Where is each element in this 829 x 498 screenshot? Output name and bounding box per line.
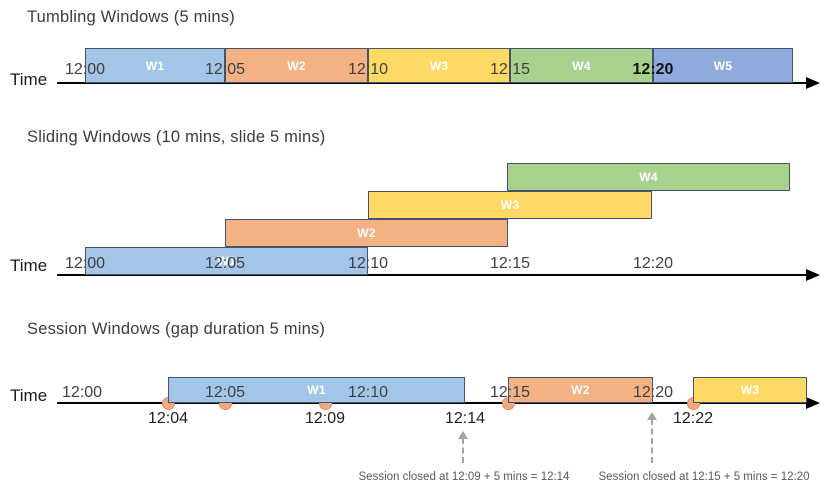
window-label: W2 (571, 383, 590, 397)
tick-label: 12:05 (204, 384, 246, 401)
tick-label: 12:00 (64, 255, 106, 272)
window-w3: W3 (368, 48, 510, 83)
session-closed-annotation: Session closed at 12:09 + 5 mins = 12:14 (358, 471, 570, 483)
time-axis-arrowhead (806, 77, 820, 89)
callout-dashed-line (462, 438, 464, 463)
window-label: W2 (357, 226, 376, 240)
window-label: W3 (500, 198, 520, 212)
window-w4: W4 (507, 163, 790, 191)
tick-label: 12:00 (61, 384, 103, 401)
window-w1: W1 (85, 48, 225, 83)
section-title: Tumbling Windows (5 mins) (27, 8, 235, 26)
tick-label: 12:15 (489, 255, 531, 272)
tick-label: 12:05 (204, 255, 246, 272)
callout-arrowhead-icon (458, 431, 468, 439)
window-w3: W3 (693, 377, 807, 403)
tick-label: 12:20 (632, 255, 674, 272)
event-time-label: 12:09 (304, 410, 346, 427)
window-label: W4 (572, 58, 591, 73)
window-w1: W1 (168, 377, 465, 403)
event-time-label: 12:14 (444, 410, 486, 427)
callout-arrowhead-icon (647, 412, 657, 420)
event-time-label: 12:04 (147, 410, 189, 427)
window-label: W1 (217, 254, 236, 268)
window-label: W3 (429, 58, 449, 73)
time-axis-line (57, 82, 806, 84)
tick-label: 12:15 (489, 384, 531, 401)
tick-label: 12:05 (204, 61, 246, 78)
window-w1: W1 (85, 247, 368, 275)
tick-label: 12:10 (347, 384, 389, 401)
tick-label: 12:20 (632, 384, 674, 401)
window-label: W2 (287, 58, 306, 73)
event-time-label: 12:22 (672, 410, 714, 427)
window-label: W1 (145, 58, 165, 73)
time-axis-label: Time (10, 386, 48, 405)
window-label: W3 (740, 383, 760, 397)
callout-dashed-line (651, 419, 653, 463)
session-closed-annotation: Session closed at 12:15 + 5 mins = 12:20 (598, 471, 810, 483)
window-label: W5 (713, 58, 733, 73)
time-axis-label: Time (10, 256, 48, 275)
window-w5: W5 (653, 48, 793, 83)
window-w2: W2 (225, 219, 508, 247)
section-title: Sliding Windows (10 mins, slide 5 mins) (27, 128, 326, 146)
time-axis-arrowhead (806, 397, 820, 409)
window-w4: W4 (510, 48, 653, 83)
tick-label: 12:10 (347, 61, 389, 78)
window-w3: W3 (368, 191, 652, 219)
window-label: W4 (639, 170, 658, 184)
section-title: Session Windows (gap duration 5 mins) (27, 320, 326, 338)
tick-label: 12:10 (347, 255, 389, 272)
window-w2: W2 (508, 377, 653, 403)
time-axis-label: Time (10, 70, 48, 89)
tick-label: 12:00 (64, 61, 106, 78)
time-axis-line (57, 402, 806, 404)
window-label: W1 (307, 383, 326, 397)
tick-label: 12:20 (632, 61, 674, 78)
window-w2: W2 (225, 48, 368, 83)
time-axis-line (57, 274, 806, 276)
time-axis-arrowhead (806, 269, 820, 281)
tick-label: 12:15 (489, 61, 531, 78)
